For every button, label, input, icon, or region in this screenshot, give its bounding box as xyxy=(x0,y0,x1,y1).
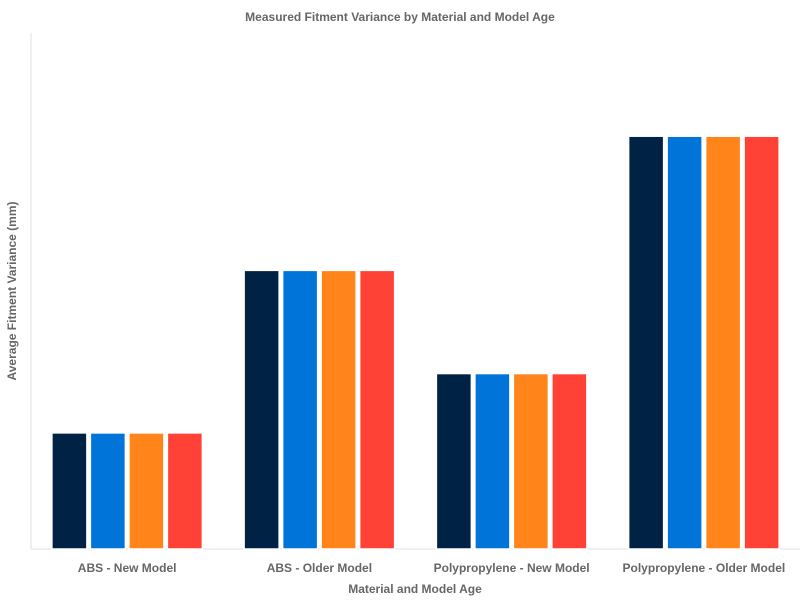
bar xyxy=(166,432,204,550)
x-tick-label: ABS - Older Model xyxy=(267,561,372,575)
bar xyxy=(512,372,550,550)
bar xyxy=(704,135,742,550)
bar xyxy=(320,269,357,550)
y-axis-title: Average Fitment Variance (mm) xyxy=(5,202,19,381)
bar xyxy=(435,372,473,550)
x-tick-label: Polypropylene - Older Model xyxy=(623,561,786,575)
x-tick-labels: ABS - New Model ABS - Older Model Polyprop… xyxy=(78,561,785,575)
chart-title: Measured Fitment Variance by Material an… xyxy=(245,10,555,24)
bar xyxy=(743,135,780,550)
x-tick-label: ABS - New Model xyxy=(78,561,177,575)
bar xyxy=(666,135,703,550)
x-tick-label: Polypropylene - New Model xyxy=(434,561,590,575)
bars-group xyxy=(51,135,780,550)
bar xyxy=(128,432,165,550)
bar xyxy=(358,269,396,550)
bar xyxy=(474,372,511,550)
bar xyxy=(627,135,665,550)
bar xyxy=(281,269,319,550)
bar xyxy=(243,269,280,550)
x-axis-title: Material and Model Age xyxy=(348,582,482,596)
bar xyxy=(51,432,88,550)
bar xyxy=(551,372,588,550)
bar xyxy=(89,432,127,550)
